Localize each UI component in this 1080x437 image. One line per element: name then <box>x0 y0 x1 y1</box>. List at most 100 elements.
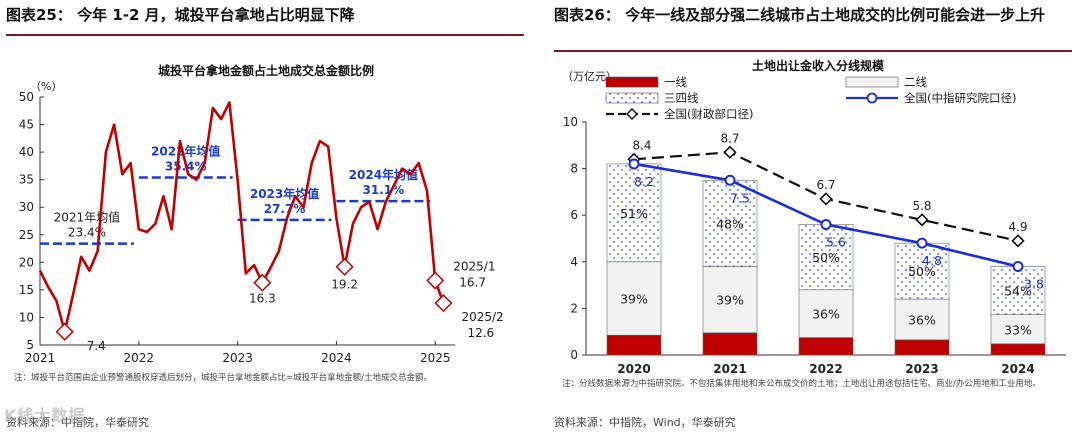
average-label-value: 31.1% <box>363 183 405 197</box>
bar-segment-tier2 <box>894 298 950 341</box>
bar-segment-label: 36% <box>812 307 840 322</box>
average-label-year: 2024年均值 <box>349 167 418 182</box>
right-figure-panel: 图表26： 今年一线及部分强二线城市占土地成交的比例可能会进一步上升 土地出让金… <box>548 0 1080 437</box>
line-marker <box>916 237 928 249</box>
line-value-label: 5.8 <box>912 199 931 213</box>
bar-segment-tier1 <box>990 343 1046 356</box>
left-figure-panel: 图表25： 今年 1-2 月，城投平台拿地占比明显下降 城投平台拿地金额占土地成… <box>0 0 532 437</box>
marker-value-label: 16.7 <box>459 276 486 290</box>
bar-segment-tier2 <box>702 266 758 334</box>
x-tick-label: 2020 <box>617 362 650 376</box>
legend-swatch <box>845 76 899 88</box>
bar-segment-tier34 <box>798 224 854 291</box>
y-tick-label: 15 <box>19 283 34 297</box>
y-tick-label: 50 <box>19 90 34 104</box>
left-chart-svg: 城投平台拿地金额占土地成交总金额比例（%）5101520253035404550… <box>19 63 504 365</box>
line-value-label: 5.6 <box>826 235 846 250</box>
y-tick-label: 10 <box>563 115 578 129</box>
data-marker <box>335 257 354 276</box>
line-value-label: 4.9 <box>1008 220 1027 234</box>
legend-label: 三四线 <box>664 91 699 105</box>
y-tick-label: 5 <box>26 338 34 352</box>
legend-swatch <box>605 92 659 104</box>
legend-label: 一线 <box>664 75 687 89</box>
average-label-value: 27.7% <box>264 202 306 216</box>
bar-segment-tier1 <box>606 334 662 356</box>
bar-segment-tier1 <box>798 337 854 356</box>
x-tick-label: 2025 <box>420 351 451 365</box>
line-marker <box>819 192 833 206</box>
x-tick-label: 2021 <box>25 351 56 365</box>
line-marker <box>915 213 929 227</box>
y-tick-label: 8 <box>570 162 578 176</box>
legend-marker <box>866 92 878 104</box>
line-value-label: 8.7 <box>720 131 739 145</box>
y-axis-label: （万亿元） <box>562 70 617 83</box>
x-tick-label: 2021 <box>713 362 746 376</box>
y-tick-label: 6 <box>570 208 578 222</box>
y-tick-label: 2 <box>570 301 578 315</box>
line-value-label: 6.7 <box>816 178 835 192</box>
bar-segment-label: 36% <box>908 312 936 327</box>
marker-date-label: 2025/2 <box>461 310 503 324</box>
average-label-year: 2022年均值 <box>151 143 220 158</box>
marker-value-label: 16.3 <box>249 292 276 306</box>
bar-segment-tier1 <box>894 339 950 356</box>
average-label-value: 23.4% <box>68 226 106 240</box>
x-tick-label: 2022 <box>809 362 842 376</box>
bar-segment-label: 48% <box>716 216 744 231</box>
left-title-rule <box>6 34 524 36</box>
line-marker <box>820 219 832 231</box>
y-tick-label: 35 <box>19 173 34 187</box>
y-tick-label: 40 <box>19 145 34 159</box>
right-title-rule <box>554 50 1072 52</box>
marker-date-label: 2025/1 <box>453 260 495 274</box>
marker-value-label: 19.2 <box>331 278 358 292</box>
x-tick-label: 2024 <box>1001 362 1034 376</box>
bar-segment-tier2 <box>990 314 1046 345</box>
bar-segment-tier2 <box>606 261 662 336</box>
x-tick-label: 2024 <box>321 351 352 365</box>
line-value-label: 8.2 <box>634 174 654 189</box>
legend-label: 二线 <box>904 75 927 89</box>
y-tick-label: 30 <box>19 200 34 214</box>
legend-swatch <box>605 76 659 88</box>
bar-segment-tier34 <box>990 266 1046 315</box>
average-label-year: 2023年均值 <box>250 186 319 201</box>
bar-segment-tier34 <box>702 179 758 267</box>
y-tick-label: 25 <box>19 228 34 242</box>
data-marker <box>55 322 74 341</box>
line-marker <box>628 158 640 170</box>
line-marker <box>723 145 737 159</box>
x-tick-label: 2023 <box>222 351 253 365</box>
right-chart-note: 注：分线数据来源为中指研究院、不包括集体用地和未公布成交价的土地；土地出让用途包… <box>562 379 1041 389</box>
y-tick-label: 20 <box>19 255 34 269</box>
line-value-label: 4.8 <box>922 253 942 268</box>
bar-segment-label: 39% <box>620 291 648 306</box>
line-marker <box>724 174 736 186</box>
bar-segment-label: 50% <box>908 264 936 279</box>
left-chart-note: 注：城投平台范围由企业预警通股权穿透后划分，城投平台拿地金额占比=城投平台拿地金… <box>14 373 432 383</box>
series-line-chengtou-ratio <box>38 101 445 334</box>
legend-label: 全国(财政部口径) <box>664 107 753 121</box>
bar-segment-label: 50% <box>812 250 840 265</box>
chart-title: 城投平台拿地金额占土地成交总金额比例 <box>158 63 374 78</box>
bar-segment-label: 33% <box>1004 322 1032 337</box>
line-value-label: 7.5 <box>730 190 750 205</box>
y-tick-label: 0 <box>570 348 578 362</box>
left-source: 资料来源：中指院，华泰研究 <box>6 416 149 429</box>
bar-segment-tier1 <box>702 332 758 356</box>
x-tick-label: 2023 <box>905 362 938 376</box>
right-figure-title: 图表26： 今年一线及部分强二线城市占土地成交的比例可能会进一步上升 <box>554 6 1046 24</box>
x-tick-label: 2022 <box>124 351 155 365</box>
marker-value-label: 12.6 <box>467 326 494 340</box>
line-value-label: 8.4 <box>632 138 651 152</box>
bar-segment-label: 54% <box>1004 284 1032 299</box>
bar-segment-label: 39% <box>716 293 744 308</box>
data-marker <box>426 271 445 290</box>
y-tick-label: 45 <box>19 118 34 132</box>
y-axis-label: （%） <box>30 80 62 93</box>
line-marker <box>1012 260 1024 272</box>
line-marker <box>1011 234 1025 248</box>
